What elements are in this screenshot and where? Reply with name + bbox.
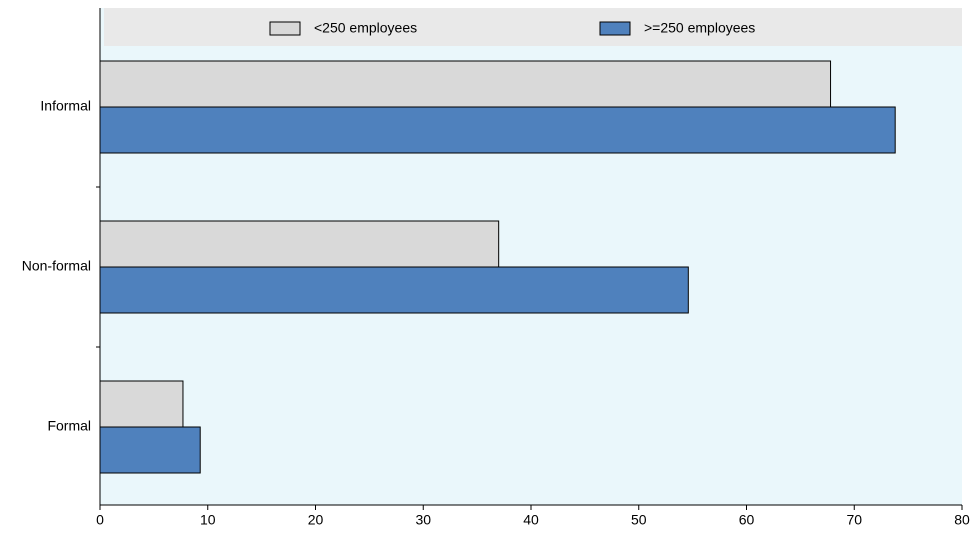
bar bbox=[99, 106, 896, 154]
y-tick-label: Informal bbox=[40, 98, 91, 114]
legend-swatch bbox=[599, 21, 631, 36]
bar bbox=[99, 426, 201, 474]
bar bbox=[99, 220, 500, 268]
legend-background bbox=[104, 8, 962, 46]
y-tick-label: Non-formal bbox=[22, 258, 91, 274]
y-tick-label: Formal bbox=[47, 418, 91, 434]
bar bbox=[99, 266, 689, 314]
x-tick-label: 60 bbox=[739, 512, 755, 528]
x-tick-label: 0 bbox=[96, 512, 104, 528]
x-tick-label: 70 bbox=[846, 512, 862, 528]
x-tick-label: 10 bbox=[200, 512, 216, 528]
bar bbox=[99, 60, 832, 108]
legend-label: >=250 employees bbox=[644, 20, 755, 36]
x-tick-label: 30 bbox=[415, 512, 431, 528]
x-tick-label: 50 bbox=[631, 512, 647, 528]
legend-label: <250 employees bbox=[314, 20, 417, 36]
legend-swatch bbox=[269, 21, 301, 36]
bar bbox=[99, 380, 184, 428]
x-tick-label: 80 bbox=[954, 512, 970, 528]
x-tick-label: 20 bbox=[308, 512, 324, 528]
x-tick-label: 40 bbox=[523, 512, 539, 528]
